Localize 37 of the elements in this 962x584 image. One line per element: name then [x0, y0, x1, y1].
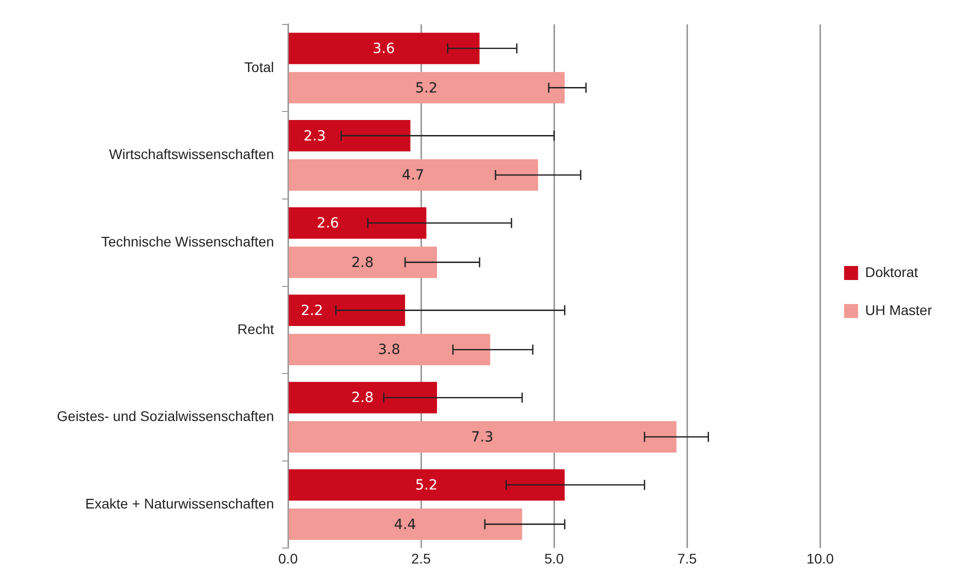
bar [288, 508, 522, 540]
bar [288, 120, 410, 152]
bar [288, 382, 437, 414]
bar [288, 32, 480, 64]
data-label: 3.6 [372, 41, 396, 58]
y-tick-label: Wirtschaftswissenschaften [109, 146, 274, 162]
data-label: 2.2 [300, 302, 324, 319]
y-tick-label: Technische Wissenschaften [101, 234, 274, 250]
x-tick-label: 2.5 [411, 550, 431, 566]
data-label: 3.8 [378, 342, 400, 358]
legend-label: UH Master [865, 302, 932, 318]
legend-label: Doktorat [865, 264, 918, 280]
data-label: 4.4 [394, 516, 416, 533]
bar [288, 421, 676, 453]
bar [288, 207, 426, 239]
data-label: 5.2 [415, 478, 438, 494]
data-label: 2.3 [303, 128, 326, 144]
y-tick-label: Geistes- und Sozialwissenschaften [56, 408, 274, 424]
x-tick-label: 0.0 [278, 550, 298, 566]
data-label: 5.2 [415, 80, 438, 96]
data-label: 7.3 [471, 430, 494, 446]
x-tick-label: 10.0 [806, 550, 834, 566]
bar [288, 334, 490, 366]
y-tick-label: Total [244, 58, 274, 75]
bar [288, 72, 565, 104]
bar [288, 246, 437, 278]
y-tick-label: Exakte + Naturwissenschaften [85, 495, 274, 512]
bar [288, 469, 565, 501]
x-tick-label: 5.0 [544, 550, 564, 566]
data-label: 2.8 [351, 254, 374, 271]
bar [288, 159, 538, 191]
bar [288, 294, 406, 326]
data-label: 2.6 [316, 216, 340, 232]
data-label: 2.8 [351, 390, 374, 406]
y-tick-label: Recht [237, 320, 274, 337]
data-label: 4.7 [402, 168, 424, 184]
x-tick-label: 7.5 [677, 550, 698, 566]
